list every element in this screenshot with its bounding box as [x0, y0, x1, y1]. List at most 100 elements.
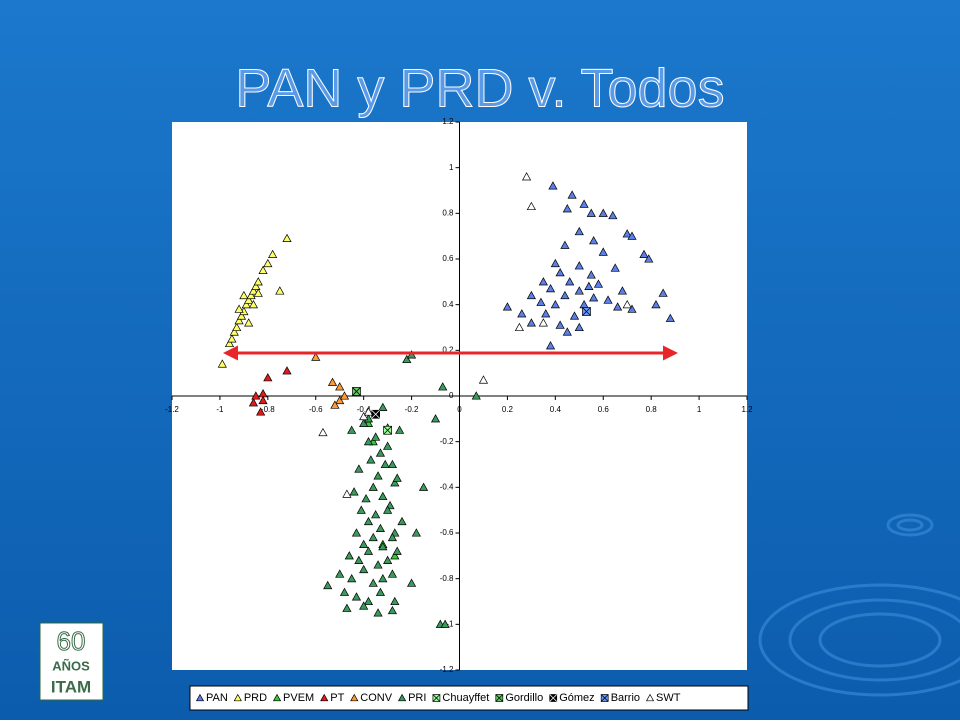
point: [373, 608, 383, 617]
point: [574, 322, 584, 332]
x-tick-label: 1: [697, 405, 702, 414]
point: [598, 247, 608, 256]
y-tick-label: -1: [446, 619, 454, 628]
y-tick-label: -0.4: [440, 482, 454, 491]
point: [351, 592, 362, 601]
point: [387, 569, 398, 578]
point: [244, 295, 254, 304]
legend-label: PT: [330, 692, 344, 704]
point-cross: [383, 425, 392, 435]
point: [361, 494, 371, 503]
logo-box: [39, 622, 104, 701]
point: [375, 523, 386, 532]
logo: 60 AÑOS ITAM: [39, 622, 104, 701]
point: [387, 459, 398, 469]
point: [380, 459, 390, 469]
point: [363, 436, 374, 446]
point: [397, 693, 407, 702]
point: [359, 539, 369, 548]
point: [354, 464, 364, 473]
point: [574, 261, 584, 270]
point: [397, 516, 407, 526]
point: [440, 619, 450, 628]
point: [538, 277, 548, 286]
point: [330, 400, 340, 409]
point: [438, 382, 448, 391]
point: [272, 693, 282, 702]
point: [373, 560, 383, 569]
x-tick-label: 0: [457, 405, 462, 414]
point: [589, 293, 599, 302]
point: [375, 448, 386, 457]
point: [227, 334, 237, 343]
point: [234, 304, 244, 313]
legend: PAN PRD PVEM PT CONV PRI Chuayffet Gordillo Góme…: [195, 692, 681, 704]
point: [366, 455, 376, 464]
point: [347, 573, 357, 583]
logo-years: AÑOS: [52, 658, 90, 673]
x-tick-label: -1.2: [165, 405, 179, 414]
y-tick-label: 1: [449, 163, 454, 172]
point: [378, 573, 388, 583]
point: [258, 265, 268, 274]
point: [526, 201, 536, 211]
point-cross: [432, 694, 441, 702]
point: [665, 313, 675, 322]
point: [359, 601, 369, 610]
point: [548, 181, 558, 190]
point: [610, 263, 620, 272]
point: [354, 555, 364, 564]
point-cross: [549, 694, 558, 702]
point: [253, 277, 263, 286]
point: [471, 391, 481, 400]
point: [541, 309, 551, 318]
point: [555, 320, 565, 329]
point: [236, 311, 247, 320]
y-tick-label: -1.2: [440, 665, 454, 674]
y-tick-label: -0.2: [440, 437, 454, 446]
point: [378, 491, 388, 501]
point: [347, 425, 357, 434]
point: [335, 382, 345, 391]
point: [351, 528, 362, 537]
point: [574, 286, 584, 295]
point: [645, 693, 655, 702]
point: [371, 432, 381, 441]
legend-label: PRD: [244, 692, 267, 704]
point: [562, 327, 572, 336]
point: [232, 322, 242, 332]
legend-label: Gómez: [559, 692, 594, 704]
point: [521, 172, 532, 181]
point-cross: [371, 409, 380, 419]
point: [371, 510, 381, 519]
point: [248, 286, 259, 295]
point: [517, 309, 527, 318]
point: [363, 407, 374, 416]
point: [339, 587, 350, 596]
y-tick-label: -0.8: [440, 574, 454, 583]
point: [639, 249, 649, 258]
point: [622, 299, 632, 309]
point: [239, 290, 249, 300]
chart: -1.2 -1 -0.8 -0.6 -0.4 -0.2 0 0.2 0.4 0.6 0.8 1 1.2 -…: [165, 117, 753, 674]
point: [536, 297, 546, 306]
point: [373, 471, 383, 480]
point: [550, 258, 560, 268]
y-tick-label: 0.6: [442, 254, 454, 263]
point: [550, 299, 560, 309]
point: [387, 532, 398, 542]
point: [363, 596, 374, 606]
point: [356, 505, 366, 514]
point: [608, 210, 618, 220]
x-tick-label: -1: [216, 405, 224, 414]
point: [241, 299, 251, 309]
point: [253, 288, 263, 297]
point: [229, 327, 239, 336]
point: [383, 425, 392, 435]
legend-box: [189, 685, 749, 711]
logo-name: ITAM: [51, 677, 91, 696]
point: [342, 489, 352, 498]
point: [589, 236, 599, 245]
point: [502, 302, 513, 311]
slide-title: PAN y PRD v. Todos: [235, 58, 724, 118]
